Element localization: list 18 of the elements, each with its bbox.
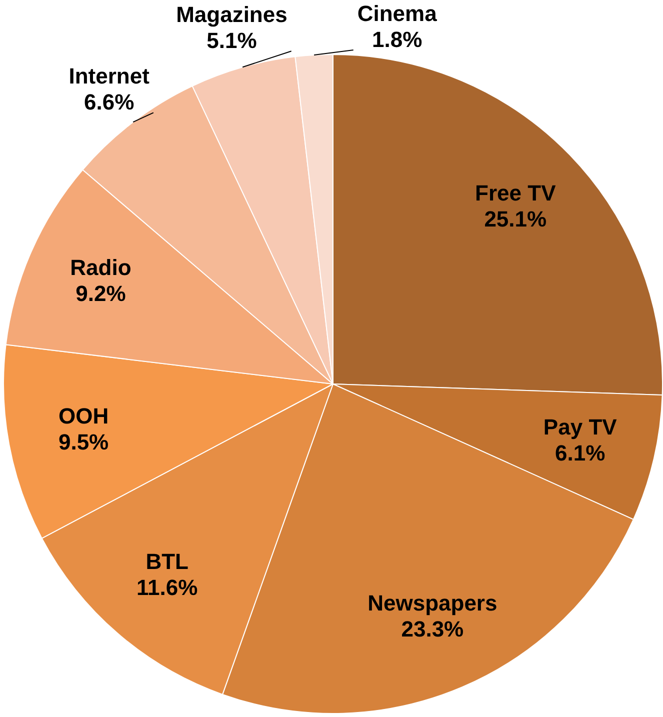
slice-label: OOH xyxy=(58,403,109,428)
data-label: 23.3% xyxy=(401,616,464,642)
data-label: 9.5% xyxy=(58,429,109,454)
slice-label: Pay TV xyxy=(543,414,618,440)
slice-label: Free TV xyxy=(475,180,556,206)
data-label: 25.1% xyxy=(484,206,547,232)
slice-label: Magazines xyxy=(176,2,288,28)
slice-label: BTL xyxy=(146,549,188,574)
data-label: 11.6% xyxy=(136,575,198,600)
data-label: 6.6% xyxy=(84,90,134,115)
slice-label: Cinema xyxy=(357,1,438,26)
slice-label: Radio xyxy=(70,255,132,280)
data-label: 5.1% xyxy=(206,28,257,54)
slice-label: Newspapers xyxy=(368,590,498,616)
data-label: 9.2% xyxy=(76,281,126,306)
data-label: 6.1% xyxy=(555,440,606,466)
data-label: 1.8% xyxy=(372,27,422,52)
slice-label: Internet xyxy=(68,64,150,89)
